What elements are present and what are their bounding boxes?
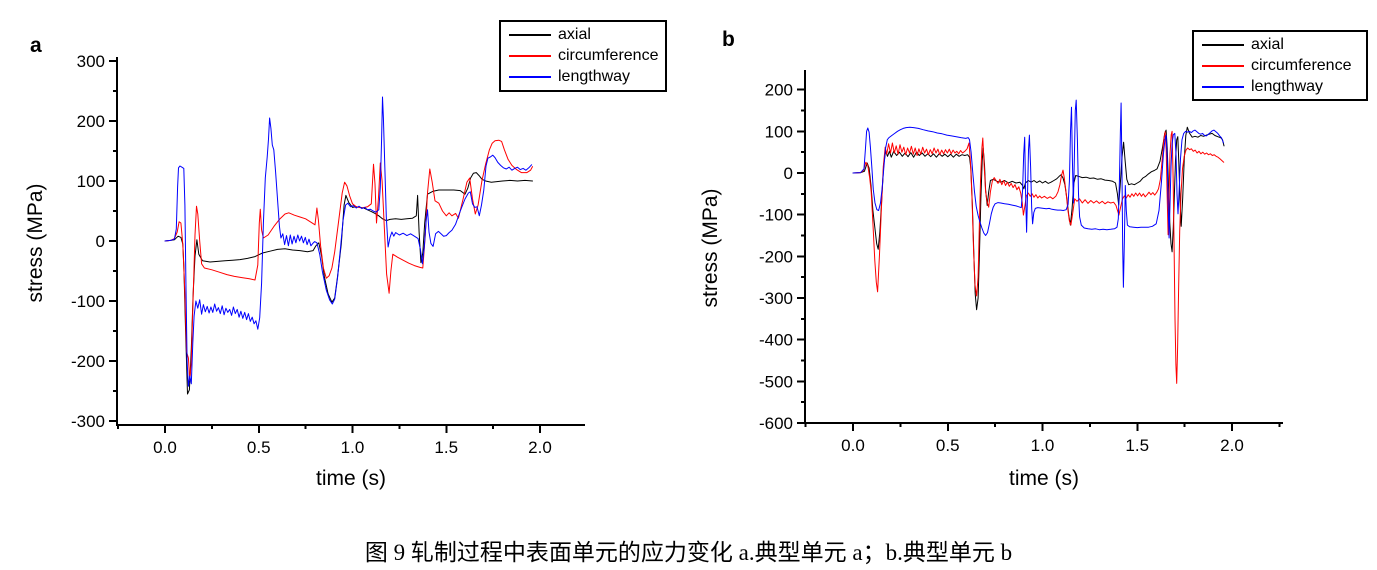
legend-item-circumference: circumference <box>509 45 665 66</box>
svg-text:-100: -100 <box>759 206 793 225</box>
svg-text:-300: -300 <box>71 412 105 431</box>
svg-text:1.0: 1.0 <box>341 438 365 457</box>
svg-text:-200: -200 <box>759 247 793 266</box>
legend-item-axial: axial <box>1202 34 1366 55</box>
x-axis-title-b: time (s) <box>1009 467 1079 490</box>
legend-label: lengthway <box>1251 77 1324 95</box>
y-axis-title-a: stress (MPa) <box>24 183 47 303</box>
svg-text:200: 200 <box>765 81 793 100</box>
panel-letter-b: b <box>722 28 735 51</box>
svg-text:-200: -200 <box>71 352 105 371</box>
svg-text:-400: -400 <box>759 331 793 350</box>
legend-label: circumference <box>558 46 659 64</box>
figure-caption: 图 9 轧制过程中表面单元的应力变化 a.典型单元 a；b.典型单元 b <box>364 540 1013 565</box>
svg-text:0.0: 0.0 <box>841 436 865 455</box>
svg-text:200: 200 <box>77 112 105 131</box>
legend-item-lengthway: lengthway <box>509 67 665 88</box>
svg-text:0.5: 0.5 <box>936 436 960 455</box>
svg-text:100: 100 <box>765 122 793 141</box>
svg-text:0.5: 0.5 <box>247 438 271 457</box>
x-axis-title-a: time (s) <box>316 467 386 490</box>
circumference-line-swatch <box>509 54 551 57</box>
legend-a: axial circumference lengthway <box>499 20 667 92</box>
legend-item-circumference: circumference <box>1202 55 1366 76</box>
svg-text:2.0: 2.0 <box>1220 436 1244 455</box>
svg-text:0: 0 <box>784 164 793 183</box>
y-axis-title-b: stress (MPa) <box>699 188 722 308</box>
legend-item-lengthway: lengthway <box>1202 76 1366 97</box>
svg-text:1.5: 1.5 <box>434 438 458 457</box>
legend-label: axial <box>1251 35 1284 53</box>
legend-label: circumference <box>1251 56 1352 74</box>
svg-text:-300: -300 <box>759 289 793 308</box>
axial-line-swatch <box>509 33 551 36</box>
lengthway-line-swatch <box>509 76 551 79</box>
axial-line-swatch <box>1202 43 1244 46</box>
svg-text:300: 300 <box>77 52 105 71</box>
svg-text:2.0: 2.0 <box>528 438 552 457</box>
legend-label: axial <box>558 25 591 43</box>
panel-letter-a: a <box>30 34 42 57</box>
chart-b-group: 0.0 0.5 1.0 1.5 2.0 200 100 0 -100 -200 -300 -400 -5… <box>759 70 1283 455</box>
chart-a-group: 0.0 0.5 1.0 1.5 2.0 300 200 100 0 -100 -200 -300 <box>71 52 585 457</box>
svg-text:0.0: 0.0 <box>153 438 177 457</box>
legend-b: axial circumference lengthway <box>1192 30 1368 101</box>
svg-text:100: 100 <box>77 172 105 191</box>
lengthway-line-swatch <box>1202 85 1244 88</box>
svg-text:-100: -100 <box>71 292 105 311</box>
svg-text:1.5: 1.5 <box>1125 436 1149 455</box>
svg-text:1.0: 1.0 <box>1031 436 1055 455</box>
svg-text:0: 0 <box>96 232 105 251</box>
circumference-line-swatch <box>1202 64 1244 67</box>
svg-text:-600: -600 <box>759 414 793 433</box>
legend-label: lengthway <box>558 68 631 86</box>
legend-item-axial: axial <box>509 24 665 45</box>
svg-text:-500: -500 <box>759 372 793 391</box>
